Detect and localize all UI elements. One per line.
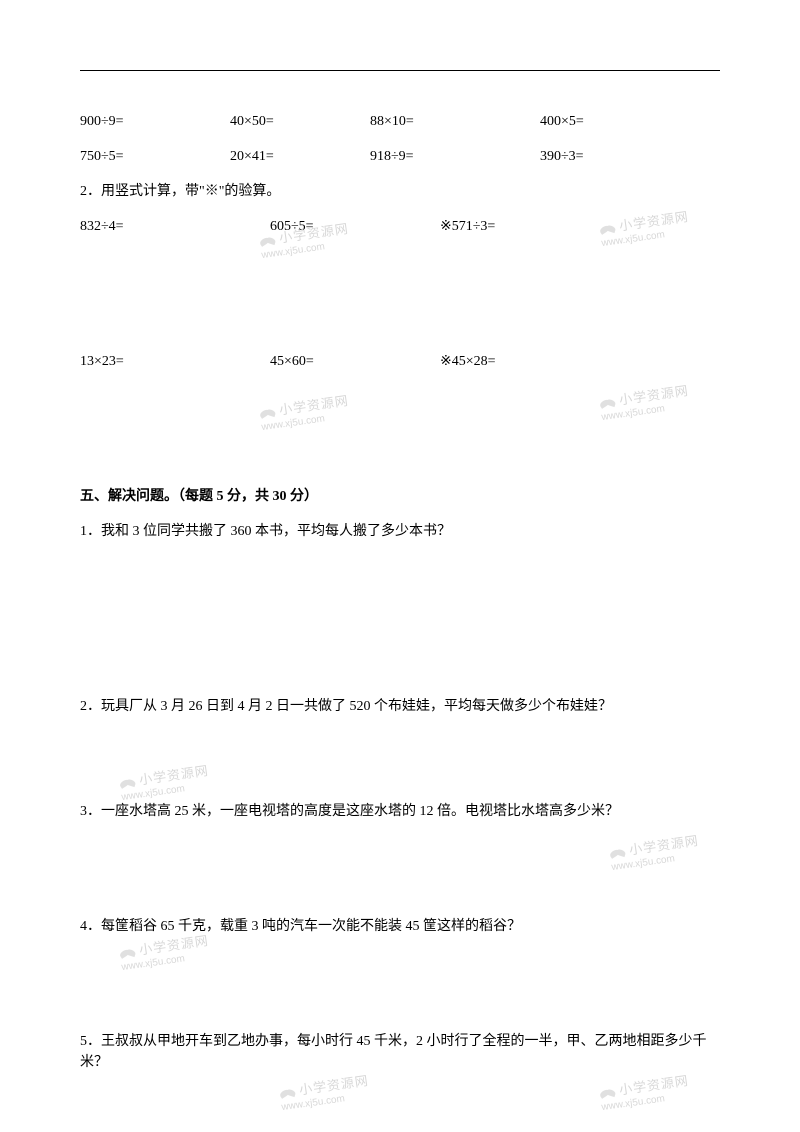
watermark-line2: www.xj5u.com [281, 1093, 346, 1113]
vert-cell: ※571÷3= [440, 216, 495, 237]
calc-cell: 40×50= [230, 111, 370, 132]
question-5: 5．王叔叔从甲地开车到乙地办事，每小时行 45 千米，2 小时行了全程的一半，甲… [80, 1031, 720, 1073]
vert-cell: 832÷4= [80, 216, 270, 237]
calc-cell: 750÷5= [80, 146, 230, 167]
vertical-instructions: 2．用竖式计算，带"※"的验算。 [80, 181, 720, 202]
watermark-line1: 小学资源网 [618, 1073, 689, 1098]
question-2: 2．玩具厂从 3 月 26 日到 4 月 2 日一共做了 520 个布娃娃，平均… [80, 696, 720, 717]
vertical-row-1: 832÷4= 605÷5= ※571÷3= [80, 216, 720, 237]
question-3: 3．一座水塔高 25 米，一座电视塔的高度是这座水塔的 12 倍。电视塔比水塔高… [80, 801, 720, 822]
workspace-gap [80, 251, 720, 351]
vert-cell: 605÷5= [270, 216, 440, 237]
answer-gap [80, 951, 720, 1031]
calc-cell: 20×41= [230, 146, 370, 167]
calc-cell: 390÷3= [540, 146, 584, 167]
workspace-gap [80, 386, 720, 486]
vert-cell: 13×23= [80, 351, 270, 372]
answer-gap [80, 731, 720, 801]
vert-cell: ※45×28= [440, 351, 496, 372]
answer-gap [80, 556, 720, 696]
watermark-line1: 小学资源网 [298, 1073, 369, 1098]
question-1: 1．我和 3 位同学共搬了 360 本书，平均每人搬了多少本书？ [80, 521, 720, 542]
calc-cell: 88×10= [370, 111, 540, 132]
vertical-row-2: 13×23= 45×60= ※45×28= [80, 351, 720, 372]
calc-cell: 900÷9= [80, 111, 230, 132]
calc-row-1: 900÷9= 40×50= 88×10= 400×5= [80, 111, 720, 132]
question-4: 4．每筐稻谷 65 千克，载重 3 吨的汽车一次能不能装 45 筐这样的稻谷？ [80, 916, 720, 937]
vert-cell: 45×60= [270, 351, 440, 372]
calc-row-2: 750÷5= 20×41= 918÷9= 390÷3= [80, 146, 720, 167]
watermark-line2: www.xj5u.com [601, 1093, 666, 1113]
watermark: 小学资源网www.xj5u.com [279, 1074, 372, 1113]
answer-gap [80, 836, 720, 916]
calc-cell: 918÷9= [370, 146, 540, 167]
leaf-icon [279, 1085, 299, 1101]
calc-cell: 400×5= [540, 111, 584, 132]
watermark: 小学资源网www.xj5u.com [599, 1074, 692, 1113]
section-5-title: 五、解决问题。（每题 5 分，共 30 分） [80, 486, 720, 507]
leaf-icon [599, 1085, 619, 1101]
top-rule [80, 70, 720, 71]
